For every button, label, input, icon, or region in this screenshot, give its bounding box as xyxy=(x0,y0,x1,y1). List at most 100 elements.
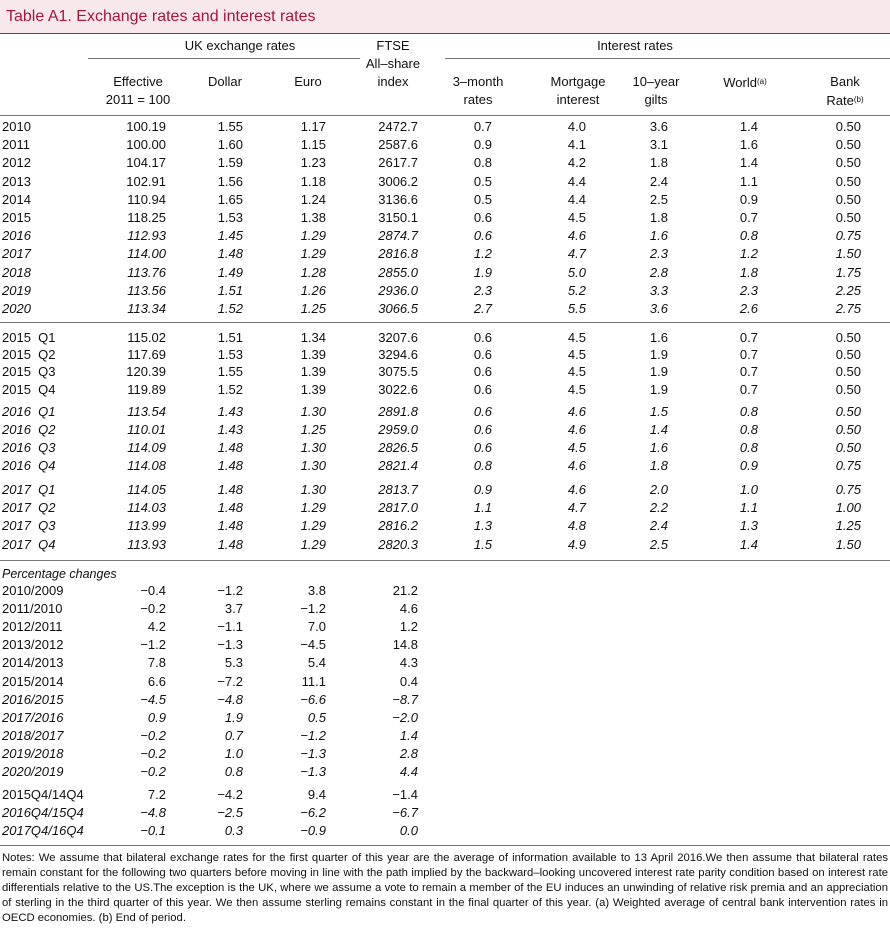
cell: 0.7 xyxy=(739,210,758,225)
cell: 7.8 xyxy=(147,655,166,671)
table-title: Table A1. Exchange rates and interest ra… xyxy=(6,8,316,25)
cell: 4.5 xyxy=(567,364,586,380)
cell: 1.75 xyxy=(835,264,861,280)
row-label: 2015 Q3 xyxy=(2,364,56,380)
cell: 1.48 xyxy=(217,439,243,455)
cell: 2.3 xyxy=(473,282,492,298)
cell: 0.50 xyxy=(835,404,861,419)
cell: 4.0 xyxy=(567,119,586,134)
cell: 114.08 xyxy=(127,457,166,473)
section-heading: Percentage changes xyxy=(2,567,117,581)
column-label: 3–month rates xyxy=(452,74,504,107)
cell: 4.5 xyxy=(567,381,586,397)
cell: 1.2 xyxy=(473,246,492,262)
cell: 2.4 xyxy=(649,173,668,189)
row-label: 2016 Q1 xyxy=(2,404,56,419)
cell: 4.6 xyxy=(567,482,586,497)
cell: 1.48 xyxy=(217,518,243,534)
cell: 2472.7 xyxy=(378,119,418,134)
cell: 0.9 xyxy=(739,457,758,473)
cell: −4.8 xyxy=(140,805,166,820)
cell: 1.55 xyxy=(217,364,243,380)
column-header: Effective 2011 = 100 xyxy=(78,73,198,109)
cell: −0.9 xyxy=(300,823,326,838)
cell: 2.4 xyxy=(649,518,668,534)
cell: 113.34 xyxy=(127,301,166,316)
cell: 0.3 xyxy=(224,823,243,838)
cell: 115.02 xyxy=(127,330,166,345)
cell: 1.51 xyxy=(217,330,243,345)
cell: −4.5 xyxy=(300,637,326,653)
cell: 0.50 xyxy=(835,439,861,455)
section-rule xyxy=(0,322,890,323)
cell: 3.6 xyxy=(649,119,668,134)
cell: 1.39 xyxy=(300,364,326,380)
cell: 0.50 xyxy=(835,381,861,397)
cell: −0.2 xyxy=(140,745,166,761)
cell: −8.7 xyxy=(392,691,418,707)
cell: 2.8 xyxy=(399,745,418,761)
cell: 0.50 xyxy=(835,347,861,363)
header-rule xyxy=(0,115,890,116)
column-label: Euro xyxy=(294,74,322,89)
cell: 0.6 xyxy=(473,210,492,225)
cell: 1.38 xyxy=(300,210,326,225)
cell: 1.29 xyxy=(300,228,326,244)
cell: 0.6 xyxy=(473,421,492,437)
cell: 2816.2 xyxy=(378,518,418,534)
cell: 2.8 xyxy=(649,264,668,280)
cell: −1.4 xyxy=(392,787,418,802)
cell: 4.2 xyxy=(147,619,166,635)
cell: 2.3 xyxy=(649,246,668,262)
row-label: 2014 xyxy=(2,191,31,207)
cell: 4.3 xyxy=(399,655,418,671)
row-label: 2012/2011 xyxy=(2,619,63,635)
cell: 0.50 xyxy=(835,330,861,345)
cell: 6.6 xyxy=(147,673,166,689)
cell: 0.6 xyxy=(473,364,492,380)
cell: −0.4 xyxy=(140,583,166,598)
cell: 1.17 xyxy=(300,119,326,134)
cell: 1.45 xyxy=(217,228,243,244)
cell: 1.00 xyxy=(835,500,861,516)
cell: −0.1 xyxy=(140,823,166,838)
row-label: 2013 xyxy=(2,173,31,189)
section-rule xyxy=(0,845,890,846)
cell: 1.48 xyxy=(217,500,243,516)
cell: 0.6 xyxy=(473,381,492,397)
cell: 1.25 xyxy=(300,301,326,316)
cell: 2821.4 xyxy=(378,457,418,473)
cell: 1.48 xyxy=(217,536,243,552)
cell: 0.8 xyxy=(473,457,492,473)
cell: 1.6 xyxy=(739,137,758,153)
cell: 1.50 xyxy=(835,246,861,262)
cell: 0.8 xyxy=(739,404,758,419)
cell: 1.9 xyxy=(649,347,668,363)
title-bar: Table A1. Exchange rates and interest ra… xyxy=(0,0,890,34)
cell: 118.25 xyxy=(127,210,166,225)
cell: 7.2 xyxy=(147,787,166,802)
row-label: 2015/2014 xyxy=(2,673,64,689)
cell: 2.0 xyxy=(649,482,668,497)
cell: 2855.0 xyxy=(378,264,418,280)
cell: 1.29 xyxy=(300,500,326,516)
cell: 0.9 xyxy=(473,137,492,153)
row-label: 2016 xyxy=(2,228,31,244)
cell: 2959.0 xyxy=(378,421,418,437)
cell: 1.9 xyxy=(649,381,668,397)
cell: 4.6 xyxy=(567,421,586,437)
cell: 0.8 xyxy=(739,228,758,244)
row-label: 2020/2019 xyxy=(2,764,64,779)
cell: 11.1 xyxy=(301,673,326,689)
column-header: World(a) xyxy=(685,73,805,92)
row-label: 2010/2009 xyxy=(2,583,64,598)
cell: 2.25 xyxy=(835,282,861,298)
cell: 0.9 xyxy=(739,191,758,207)
cell: 3075.5 xyxy=(378,364,418,380)
cell: −1.2 xyxy=(300,727,326,743)
cell: 1.49 xyxy=(217,264,243,280)
cell: 4.5 xyxy=(567,210,586,225)
group-rule xyxy=(88,58,360,59)
cell: 1.26 xyxy=(300,282,326,298)
cell: 4.6 xyxy=(567,228,586,244)
